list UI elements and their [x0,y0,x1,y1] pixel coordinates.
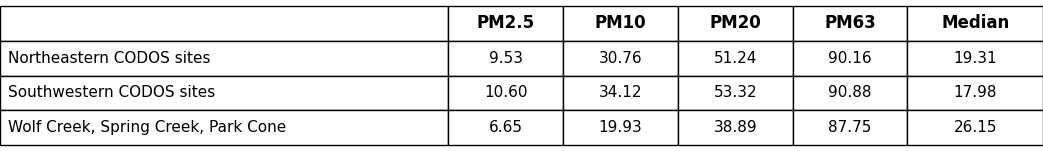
Text: 6.65: 6.65 [489,120,523,135]
Text: 87.75: 87.75 [828,120,872,135]
Bar [793,41,907,76]
Text: 30.76: 30.76 [599,51,642,66]
Text: 17.98: 17.98 [953,85,997,100]
Bar [448,41,563,76]
Bar [563,110,678,145]
Bar [793,110,907,145]
Bar [907,76,1043,110]
Text: 34.12: 34.12 [599,85,642,100]
Text: 90.16: 90.16 [828,51,872,66]
Bar [793,76,907,110]
Text: 53.32: 53.32 [713,85,757,100]
Bar [678,41,793,76]
Bar [907,41,1043,76]
Text: 9.53: 9.53 [489,51,523,66]
Text: 90.88: 90.88 [828,85,872,100]
Text: Median: Median [941,14,1010,32]
Text: PM2.5: PM2.5 [477,14,535,32]
Bar [0,6,448,41]
Bar [907,110,1043,145]
Text: PM63: PM63 [824,14,876,32]
Bar [907,6,1043,41]
Bar [0,76,448,110]
Bar [678,76,793,110]
Text: 38.89: 38.89 [713,120,757,135]
Bar [448,110,563,145]
Text: PM10: PM10 [595,14,647,32]
Bar [448,76,563,110]
Bar [448,6,563,41]
Bar [0,110,448,145]
Text: Wolf Creek, Spring Creek, Park Cone: Wolf Creek, Spring Creek, Park Cone [8,120,287,135]
Bar [678,110,793,145]
Text: Southwestern CODOS sites: Southwestern CODOS sites [8,85,216,100]
Bar [0,41,448,76]
Bar [678,6,793,41]
Text: 10.60: 10.60 [484,85,528,100]
Text: Northeastern CODOS sites: Northeastern CODOS sites [8,51,211,66]
Text: 19.31: 19.31 [953,51,997,66]
Text: 19.93: 19.93 [599,120,642,135]
Text: 26.15: 26.15 [953,120,997,135]
Bar [563,6,678,41]
Text: 51.24: 51.24 [713,51,757,66]
Bar [563,41,678,76]
Bar [793,6,907,41]
Text: PM20: PM20 [709,14,761,32]
Bar [563,76,678,110]
